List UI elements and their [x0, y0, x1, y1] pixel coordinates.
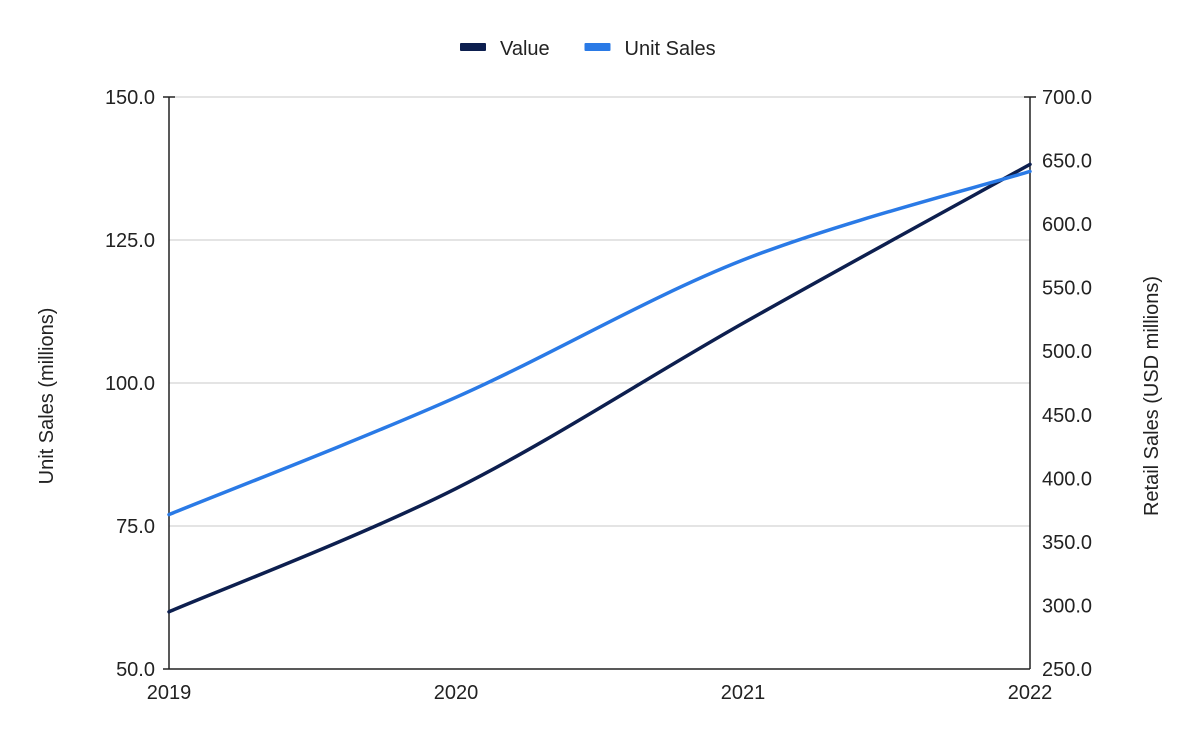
y-right-tick-label: 350.0 [1042, 532, 1092, 554]
x-tick-label: 2019 [147, 682, 192, 704]
y-right-tick-label: 500.0 [1042, 341, 1092, 363]
y-axis-left-label: Unit Sales (millions) [36, 308, 58, 485]
y-right-tick-label: 700.0 [1042, 87, 1092, 109]
y-right-tick-label: 450.0 [1042, 405, 1092, 427]
axes [163, 96, 1036, 670]
x-tick-label: 2020 [434, 682, 479, 704]
y-right-tick-label: 600.0 [1042, 214, 1092, 236]
y-right-tick-label: 250.0 [1042, 659, 1092, 681]
series-line-unit-sales [167, 169, 1032, 517]
left-axis-ticks: 50.0 75.0 100.0 125.0 150.0 [105, 87, 155, 681]
x-axis-ticks: 2019 2020 2021 2022 [147, 682, 1053, 704]
y-right-tick-label: 400.0 [1042, 468, 1092, 490]
y-right-tick-label: 300.0 [1042, 595, 1092, 617]
y-left-tick-label: 75.0 [116, 516, 155, 538]
legend-label-value: Value [500, 38, 550, 60]
y-right-tick-label: 550.0 [1042, 278, 1092, 300]
series-lines [167, 162, 1032, 614]
legend: Value Unit Sales [460, 38, 716, 60]
y-left-tick-label: 150.0 [105, 87, 155, 109]
x-tick-label: 2021 [721, 682, 766, 704]
series-line-value [167, 162, 1032, 614]
gridlines [169, 96, 1030, 527]
x-tick-label: 2022 [1008, 682, 1053, 704]
y-left-tick-label: 100.0 [105, 373, 155, 395]
y-right-tick-label: 650.0 [1042, 151, 1092, 173]
legend-swatch-value [460, 43, 486, 51]
legend-label-unit-sales: Unit Sales [625, 38, 716, 60]
y-left-tick-label: 125.0 [105, 230, 155, 252]
legend-swatch-unit-sales [584, 43, 611, 51]
y-axis-right-label: Retail Sales (USD millions) [1141, 276, 1163, 516]
right-axis-ticks: 250.0 300.0 350.0 400.0 450.0 500.0 550.0 600.0… [1042, 87, 1092, 681]
y-left-tick-label: 50.0 [116, 659, 155, 681]
